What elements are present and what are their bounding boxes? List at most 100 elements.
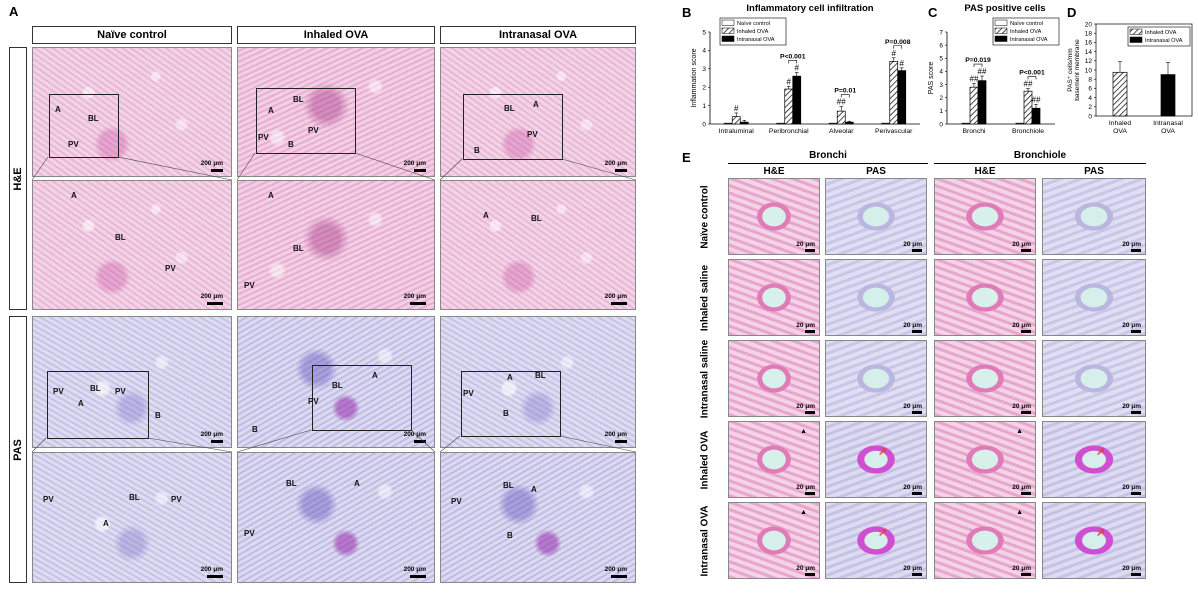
scale-bar-label: 20 μm bbox=[1012, 403, 1031, 410]
chart-d-legend-swatch bbox=[1129, 28, 1143, 35]
micrograph-e-r3-c3: 20 μm ↗ bbox=[1042, 421, 1146, 498]
scale-bar bbox=[1131, 249, 1141, 252]
scale-bar bbox=[1021, 573, 1031, 576]
scale-bar-label: 20 μm bbox=[1012, 484, 1031, 491]
scale-bar bbox=[1021, 492, 1031, 495]
chart-c-legend: Naïve control Inhaled OVA Intranasal OVA bbox=[992, 17, 1060, 46]
row-label-e-0: Naïve control bbox=[688, 178, 722, 255]
arrow-icon: ↗ bbox=[878, 526, 888, 539]
micrograph-pas-naive-low: PV BL PV A B 200 μm bbox=[32, 316, 232, 448]
chart-b-significance-mark: # bbox=[900, 59, 905, 68]
micrograph-e-r1-c3: 20 μm bbox=[1042, 259, 1146, 336]
chart-c-pvalue-bracket bbox=[973, 63, 983, 68]
chart-d-bar bbox=[1112, 71, 1128, 117]
chart-c-legend-label: Naïve control bbox=[1010, 21, 1043, 27]
scale-bar-label: 20 μm bbox=[1122, 484, 1141, 491]
arrowhead-icon: ▲ bbox=[1016, 428, 1023, 435]
chart-b-category-label: Perivascular bbox=[875, 128, 913, 135]
chart-b-bar bbox=[792, 75, 802, 125]
chart-c-pvalue-label: P=0.019 bbox=[965, 57, 991, 64]
scale-bar bbox=[912, 573, 922, 576]
micrograph-e-r3-c2: 20 μm ▲ bbox=[934, 421, 1036, 498]
row-header-pas: PAS bbox=[9, 316, 27, 583]
chart-d-ytick-label: 0 bbox=[1088, 113, 1092, 120]
chart-d-category-label: OVA bbox=[1113, 128, 1127, 135]
micrograph-he-inhaled-low: A BL PV PV B 200 μm bbox=[237, 47, 435, 177]
scale-bar-label: 20 μm bbox=[903, 403, 922, 410]
scale-bar bbox=[805, 330, 815, 333]
chart-b-legend-label: Naïve control bbox=[737, 21, 770, 27]
micrograph-e-r4-c0: 20 μm ▲ bbox=[728, 502, 820, 579]
chart-b-category-label: Peribronchial bbox=[769, 128, 809, 135]
zoom-guide-lines bbox=[31, 152, 637, 453]
chart-b-category-label: Intraluminal bbox=[719, 128, 755, 135]
chart-b-pvalue-label: P<0.001 bbox=[780, 53, 806, 60]
chart-d-legend-box bbox=[1127, 26, 1191, 47]
chart-c-legend-label: Inhaled OVA bbox=[1010, 29, 1042, 35]
arrowhead-icon: ▲ bbox=[800, 509, 807, 516]
micrograph-e-r0-c2: 20 μm bbox=[934, 178, 1036, 255]
scale-bar bbox=[1131, 330, 1141, 333]
chart-d-ylabel-line1: PAS⁺ cells/mm bbox=[1067, 48, 1074, 91]
chart-b-bar bbox=[889, 61, 899, 125]
scale-bar bbox=[805, 249, 815, 252]
chart-c-pvalue-bracket bbox=[1027, 76, 1037, 80]
chart-b-bar bbox=[723, 122, 733, 125]
stain-header-1: H&E bbox=[763, 166, 785, 177]
column-header-inhaled: Inhaled OVA bbox=[237, 26, 435, 44]
micrograph-he-inhaled-high: A BL PV 200 μm bbox=[237, 180, 435, 310]
chart-d-legend: Inhaled OVA Intranasal OVA bbox=[1127, 26, 1191, 47]
chart-b-ytick-label: 5 bbox=[702, 29, 706, 36]
chart-b-ylabel: Inflammation score bbox=[691, 48, 698, 107]
chart-c-ytick-label: 0 bbox=[939, 121, 943, 128]
chart-b-pvalue-bracket bbox=[840, 94, 850, 98]
micrograph-e-r4-c3: 20 μm ↗ bbox=[1042, 502, 1146, 579]
micrograph-e-r3-c0: 20 μm ▲ bbox=[728, 421, 820, 498]
chart-d: 0 2 4 6 8 10 12 14 16 18 20 PAS⁺ cells/mm basement m… bbox=[1067, 21, 1193, 135]
row-label-e-text: Inhaled OVA bbox=[699, 430, 711, 489]
scale-bar-label: 20 μm bbox=[1012, 322, 1031, 329]
chart-c-ytick-label: 6 bbox=[939, 42, 943, 49]
column-header-intranasal: Intranasal OVA bbox=[440, 26, 636, 44]
chart-d-ytick-label: 18 bbox=[1085, 31, 1093, 38]
chart-b-significance-mark: # bbox=[892, 49, 897, 58]
micrograph-e-r0-c3: 20 μm bbox=[1042, 178, 1146, 255]
chart-b-ytick-label: 1 bbox=[702, 103, 706, 110]
row-label-e-text: Intranasal saline bbox=[699, 339, 711, 418]
chart-b-ytick-label: 0 bbox=[702, 121, 706, 128]
chart-b-title: Inflammatory cell infiltration bbox=[746, 3, 874, 14]
scale-bar bbox=[1131, 573, 1141, 576]
micrograph-he-naive-low: A BL PV 200 μm bbox=[32, 47, 232, 177]
micrograph-pas-naive-high: PV BL PV A 200 μm bbox=[32, 452, 232, 583]
row-label-e-text: Naïve control bbox=[699, 184, 711, 249]
panel-e-label: E bbox=[682, 150, 691, 165]
row-label-e-2: Intranasal saline bbox=[688, 339, 722, 418]
chart-c-bar bbox=[1031, 107, 1041, 125]
chart-b-pvalue-label: P=0.008 bbox=[885, 39, 911, 46]
stain-header-2: PAS bbox=[866, 166, 886, 177]
scale-bar-label: 20 μm bbox=[1122, 565, 1141, 572]
scale-bar-label: 20 μm bbox=[796, 403, 815, 410]
chart-b-bar bbox=[828, 122, 838, 125]
micrograph-pas-intranasal-high: PV BL A B 200 μm bbox=[440, 452, 636, 583]
scale-bar-label: 20 μm bbox=[796, 322, 815, 329]
chart-d-ylabel-line2: basement membrane bbox=[1074, 39, 1081, 101]
chart-d-ytick-label: 4 bbox=[1088, 95, 1092, 102]
chart-b-legend-swatch bbox=[721, 35, 735, 42]
scale-bar bbox=[1021, 249, 1031, 252]
chart-c-significance-mark: ## bbox=[970, 74, 979, 83]
chart-d-category-label: OVA bbox=[1161, 128, 1175, 135]
chart-c-significance-mark: ## bbox=[978, 67, 987, 76]
chart-d-ytick-label: 6 bbox=[1088, 86, 1092, 93]
panel-a-label: A bbox=[9, 4, 19, 19]
arrow-icon: ↗ bbox=[878, 445, 888, 458]
scale-bar-label: 20 μm bbox=[1012, 241, 1031, 248]
group-divider-bronchiole bbox=[934, 163, 1146, 164]
chart-b-legend-swatch bbox=[721, 27, 735, 34]
chart-c-legend-swatch bbox=[994, 35, 1008, 42]
row-label-e-1: Inhaled saline bbox=[688, 259, 722, 336]
scale-bar-label: 20 μm bbox=[1122, 241, 1141, 248]
arrow-icon: ↗ bbox=[1096, 526, 1106, 539]
chart-c-ytick-label: 3 bbox=[939, 82, 943, 89]
